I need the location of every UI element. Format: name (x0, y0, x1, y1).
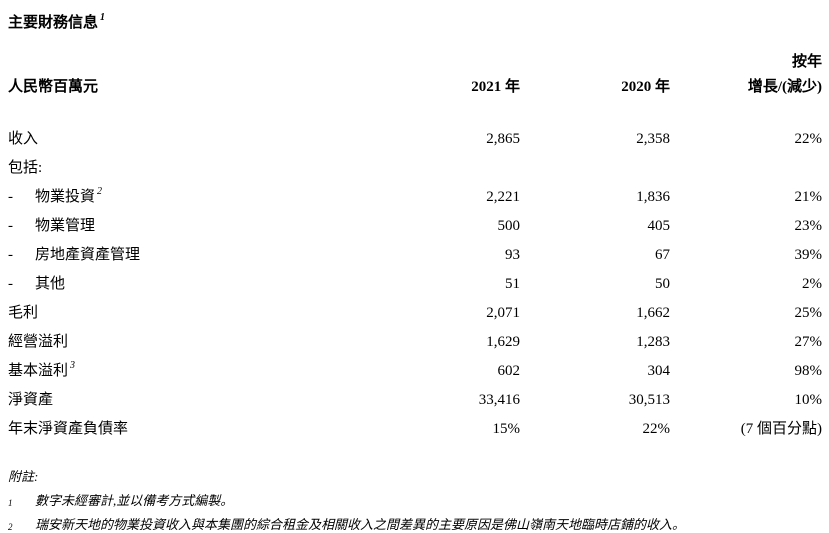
value-2021: 93 (505, 247, 520, 263)
value-change: 23% (794, 218, 823, 234)
value-2020: 304 (647, 363, 671, 379)
row-label: 年末淨資產負債率 (8, 421, 129, 437)
footnote-ref: 2 (97, 186, 103, 197)
unit-label: 人民幣百萬元 (8, 79, 99, 95)
value-change: (7 個百分點) (740, 421, 822, 437)
row-label-text: 物業投資 (35, 189, 96, 205)
value-2020: 1,662 (636, 305, 670, 321)
value-change: 2% (802, 276, 822, 292)
dash-bullet: - (8, 218, 13, 234)
title-footnote-ref: 1 (100, 12, 106, 23)
dash-bullet: - (8, 276, 13, 292)
row-label: - 房地產資產管理 (8, 235, 412, 264)
footnote-number: 2 (8, 522, 13, 532)
table-row: 經營溢利 1,629 1,283 27% (8, 322, 822, 351)
notes-heading: 附註: (8, 469, 39, 484)
value-2021: 2,071 (486, 305, 520, 321)
table-row: 基本溢利 3 602 304 98% (8, 351, 822, 380)
value-2020: 30,513 (628, 392, 670, 408)
value-2020: 67 (655, 247, 670, 263)
financial-table: 人民幣百萬元 2021 年 2020 年 按年 增長/(減少) 收入 2,865… (8, 50, 822, 438)
row-label-text: 其他 (35, 276, 66, 292)
value-change: 98% (794, 363, 823, 379)
row-label-text: 房地產資產管理 (35, 247, 141, 263)
table-row: - 物業投資 2 2,221 1,836 21% (8, 177, 822, 206)
col-header-2020: 2020 年 (621, 79, 670, 95)
table-row: 淨資產 33,416 30,513 10% (8, 380, 822, 409)
value-2020: 1,836 (636, 189, 670, 205)
value-2020: 405 (647, 218, 671, 234)
row-label: 收入 (8, 131, 39, 147)
row-label: 包括: (8, 160, 43, 176)
row-label: 淨資產 (8, 392, 54, 408)
row-label: - 物業投資 2 (8, 177, 412, 206)
table-row: 毛利 2,071 1,662 25% (8, 293, 822, 322)
dash-bullet: - (8, 189, 13, 205)
value-2020: 50 (655, 276, 670, 292)
table-row: 包括: (8, 148, 822, 177)
value-change: 25% (794, 305, 823, 321)
row-label: 毛利 (8, 305, 39, 321)
page-title: 主要財務信息 1 (8, 9, 822, 33)
footnote-ref: 3 (70, 360, 76, 371)
value-2021: 15% (492, 421, 521, 437)
value-2021: 1,629 (486, 334, 520, 350)
col-header-change: 按年 增長/(減少) (670, 50, 822, 100)
row-label: - 其他 (8, 264, 412, 293)
value-2020: 2,358 (636, 131, 670, 147)
value-2021: 33,416 (478, 392, 520, 408)
table-header-row: 人民幣百萬元 2021 年 2020 年 按年 增長/(減少) (8, 50, 822, 100)
footnotes-section: 附註: 1 數字未經審計,並以備考方式編製。 2 瑞安新天地的物業投資收入與本集… (8, 467, 822, 533)
footnote-item: 2 瑞安新天地的物業投資收入與本集團的綜合租金及相關收入之間差異的主要原因是佛山… (8, 514, 822, 533)
footnote-item: 1 數字未經審計,並以備考方式編製。 (8, 490, 822, 514)
table-row: - 物業管理 500 405 23% (8, 206, 822, 235)
value-2020 (520, 148, 670, 177)
footnote-text: 瑞安新天地的物業投資收入與本集團的綜合租金及相關收入之間差異的主要原因是佛山嶺南… (35, 517, 686, 532)
value-change: 39% (794, 247, 823, 263)
footnote-text: 數字未經審計,並以備考方式編製。 (35, 493, 234, 508)
value-change: 21% (794, 189, 823, 205)
col-header-change-line2: 增長/(減少) (747, 79, 822, 95)
value-2021 (412, 148, 520, 177)
value-change: 10% (794, 392, 823, 408)
value-2021: 2,221 (486, 189, 520, 205)
value-change (670, 148, 822, 177)
row-label-text: 物業管理 (35, 218, 96, 234)
row-label-text: 基本溢利 (8, 363, 69, 379)
value-change: 22% (794, 131, 823, 147)
table-row: 年末淨資產負債率 15% 22% (7 個百分點) (8, 409, 822, 438)
row-label: 基本溢利 3 (8, 351, 412, 380)
table-row: 收入 2,865 2,358 22% (8, 100, 822, 148)
table-row: - 其他 51 50 2% (8, 264, 822, 293)
col-header-change-line1: 按年 (791, 54, 822, 70)
value-2020: 22% (642, 421, 671, 437)
page-title-text: 主要財務信息 (8, 15, 99, 31)
footnote-number: 1 (8, 498, 13, 508)
value-2021: 500 (497, 218, 521, 234)
value-change: 27% (794, 334, 823, 350)
value-2021: 2,865 (486, 131, 520, 147)
value-2021: 602 (497, 363, 521, 379)
dash-bullet: - (8, 247, 13, 263)
table-row: - 房地產資產管理 93 67 39% (8, 235, 822, 264)
col-header-2021: 2021 年 (471, 79, 520, 95)
value-2020: 1,283 (636, 334, 670, 350)
row-label: - 物業管理 (8, 206, 412, 235)
value-2021: 51 (505, 276, 520, 292)
row-label: 經營溢利 (8, 334, 69, 350)
